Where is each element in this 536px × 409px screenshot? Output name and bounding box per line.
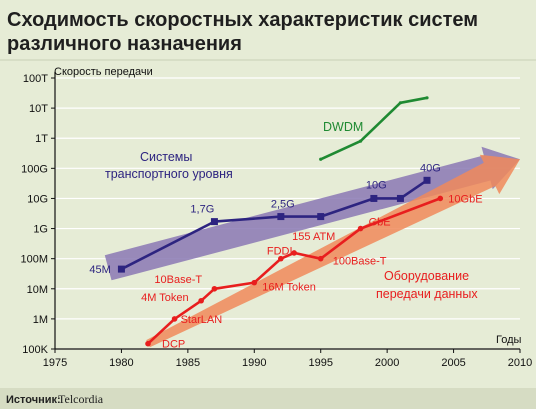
point-label: 10G — [366, 179, 387, 191]
transport-series-name-line-1: Системы — [140, 150, 192, 164]
y-tick-label: 1T — [35, 133, 48, 145]
series-line-3 — [320, 96, 428, 161]
trend-arrow-1 — [104, 146, 521, 281]
data-point — [437, 195, 444, 202]
data-point — [291, 250, 297, 256]
point-label: FDDI — [267, 246, 293, 258]
point-label: 2,5G — [271, 199, 295, 211]
point-label: 4M Token — [141, 292, 189, 304]
point-label: 45M — [89, 264, 110, 276]
transport-series-name-line-2: транспортного уровня — [105, 167, 233, 181]
data-point — [317, 255, 324, 262]
data-point — [319, 157, 323, 161]
x-tick-label: 1975 — [43, 357, 67, 369]
source-value: Telcordia — [58, 392, 104, 406]
point-label: DCP — [162, 339, 185, 351]
axes: 100K 1M 10M 100M 1G 10G 100G 1T 10T 100T 1975 1980 1… — [20, 72, 532, 369]
x-tick-label: 1995 — [308, 357, 332, 369]
data-point — [423, 176, 431, 184]
data-equipment-series-name-line-2: передачи данных — [376, 287, 478, 301]
y-tick-label: 1M — [33, 314, 48, 326]
chart-title-line-1: Сходимость скоростных характеристик сист… — [7, 9, 478, 31]
chart-title-line-2: различного назначения — [7, 33, 242, 55]
data-point — [396, 194, 404, 202]
data-point — [357, 225, 364, 232]
data-point — [210, 218, 218, 226]
dwdm-series-name: DWDM — [323, 120, 363, 134]
point-label: GbE — [369, 217, 391, 229]
x-tick-label: 1985 — [176, 357, 200, 369]
data-point — [211, 285, 218, 292]
y-tick-label: 10G — [27, 193, 48, 205]
data-point — [358, 139, 363, 143]
data-point — [398, 101, 403, 105]
point-label: StarLAN — [181, 314, 223, 326]
point-label: 40G — [420, 162, 441, 174]
y-tick-label: 100T — [23, 73, 48, 85]
point-label: 100Base-T — [333, 256, 387, 268]
x-tick-label: 2005 — [441, 357, 465, 369]
point-label: 1,7G — [190, 204, 214, 216]
data-point — [171, 316, 178, 322]
point-label: 155 ATM — [292, 231, 335, 243]
point-label: 16M Token — [262, 282, 316, 294]
series-line-2 — [147, 197, 441, 345]
data-point — [251, 279, 258, 286]
data-point — [117, 265, 125, 273]
data-point — [425, 96, 429, 100]
data-point — [317, 213, 325, 221]
x-tick-label: 1980 — [109, 357, 133, 369]
point-label: 10Base-T — [154, 274, 202, 286]
x-tick-label: 1990 — [242, 357, 266, 369]
source-label: Источник: — [6, 394, 61, 406]
data-equipment-series-name-line-1: Оборудование — [384, 269, 469, 283]
point-labels: 45M 1,7G 2,5G 10G 40G DCP StarLAN 4M Token 10Bas… — [89, 162, 482, 350]
x-tick-label: 2010 — [508, 357, 532, 369]
series — [117, 96, 444, 347]
data-point — [370, 194, 378, 202]
y-tick-label: 10T — [29, 103, 48, 115]
y-tick-label: 100G — [21, 163, 48, 175]
data-point — [277, 213, 285, 221]
x-tick-label: 2000 — [375, 357, 399, 369]
data-point — [145, 340, 151, 347]
y-tick-label: 10M — [27, 284, 48, 296]
data-point — [198, 297, 204, 304]
source-bar — [0, 388, 536, 409]
x-axis-title: Годы — [496, 334, 522, 346]
y-tick-label: 100K — [22, 344, 48, 356]
y-tick-label: 100M — [20, 254, 48, 266]
data-point — [278, 255, 284, 262]
point-label: 10GbE — [448, 193, 482, 205]
y-tick-label: 1G — [33, 224, 48, 236]
y-axis-title: Скорость передачи — [54, 66, 153, 78]
